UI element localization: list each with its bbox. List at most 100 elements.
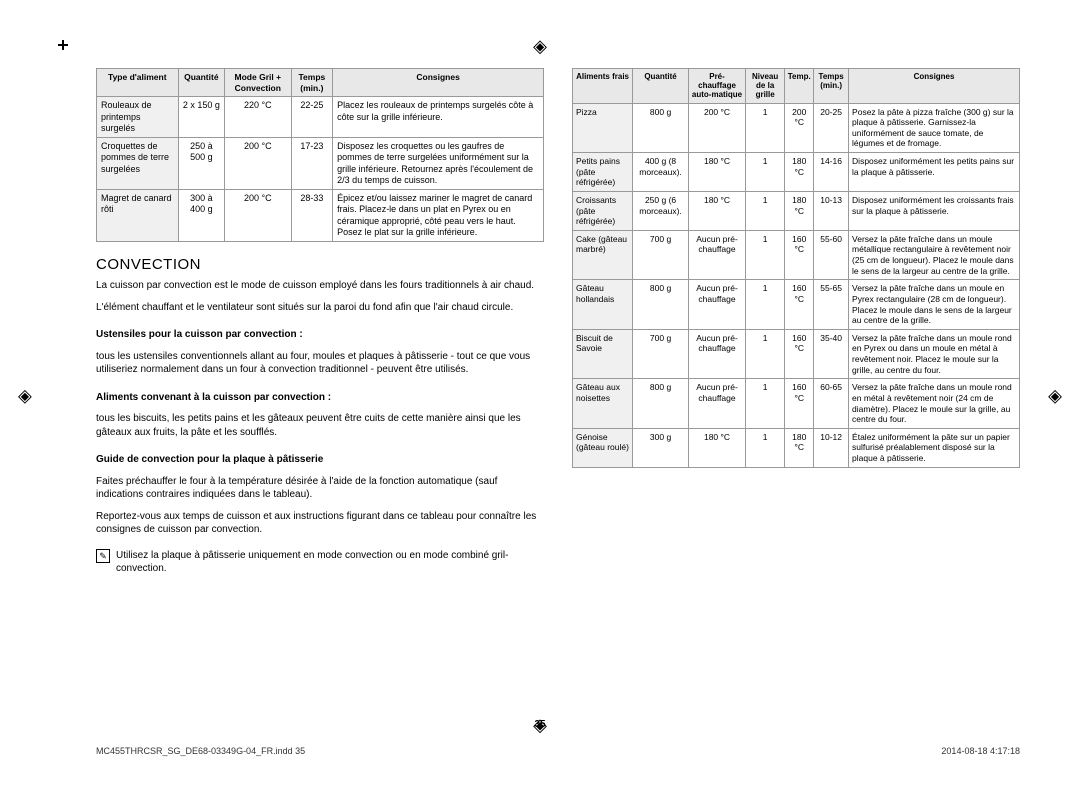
col-header: Temps (min.)	[291, 69, 333, 97]
table-cell: 300 g	[633, 428, 689, 467]
col-header: Pré-chauffage auto-matique	[689, 69, 746, 104]
subhead-guide: Guide de convection pour la plaque à pât…	[96, 453, 544, 467]
table-cell: Disposez les croquettes ou les gaufres d…	[333, 138, 544, 190]
table-convection-fresh: Aliments fraisQuantitéPré-chauffage auto…	[572, 68, 1020, 468]
table-cell: 180 °C	[689, 153, 746, 192]
body-text: Faites préchauffer le four à la températ…	[96, 475, 544, 502]
table-cell: 1	[746, 379, 785, 429]
table-cell: 160 °C	[785, 379, 814, 429]
right-column: Aliments fraisQuantitéPré-chauffage auto…	[572, 68, 1020, 710]
col-header: Temp.	[785, 69, 814, 104]
table-cell: 1	[746, 280, 785, 330]
col-header: Mode Gril + Convection	[225, 69, 291, 97]
col-header: Niveau de la grille	[746, 69, 785, 104]
col-header: Aliments frais	[573, 69, 633, 104]
left-column: Type d'alimentQuantitéMode Gril + Convec…	[96, 68, 544, 710]
table-cell: 60-65	[814, 379, 849, 429]
table-cell: Placez les rouleaux de printemps surgelé…	[333, 97, 544, 138]
table-cell: 200 °C	[225, 138, 291, 190]
section-heading: CONVECTION	[96, 256, 544, 273]
col-header: Temps (min.)	[814, 69, 849, 104]
table-cell: 17-23	[291, 138, 333, 190]
table-cell: Gâteau hollandais	[573, 280, 633, 330]
table-cell: 22-25	[291, 97, 333, 138]
table-cell: 180 °C	[689, 191, 746, 230]
table-cell: 28-33	[291, 190, 333, 242]
table-row: Cake (gâteau marbré)700 gAucun pré-chauf…	[573, 230, 1020, 280]
table-cell: 1	[746, 191, 785, 230]
body-text: Reportez-vous aux temps de cuisson et au…	[96, 510, 544, 537]
table-row: Rouleaux de printemps surgelés2 x 150 g2…	[97, 97, 544, 138]
col-header: Type d'aliment	[97, 69, 179, 97]
table-cell: Épicez et/ou laissez mariner le magret d…	[333, 190, 544, 242]
note-icon: ✎	[96, 549, 110, 563]
table-cell: 180 °C	[785, 428, 814, 467]
table-cell: 35-40	[814, 329, 849, 379]
note-row: ✎ Utilisez la plaque à pâtisserie unique…	[96, 549, 544, 576]
table-cell: 10-12	[814, 428, 849, 467]
table-cell: 20-25	[814, 103, 849, 153]
table-cell: Croquettes de pommes de terre surgelées	[97, 138, 179, 190]
table-cell: Petits pains (pâte réfrigérée)	[573, 153, 633, 192]
table-cell: Cake (gâteau marbré)	[573, 230, 633, 280]
note-text: Utilisez la plaque à pâtisserie uniqueme…	[116, 549, 544, 576]
table-cell: Gâteau aux noisettes	[573, 379, 633, 429]
table-cell: Aucun pré-chauffage	[689, 329, 746, 379]
page-content: Type d'aliment Quantité Mode Gril + Convec…	[96, 68, 1020, 710]
table-cell: 160 °C	[785, 280, 814, 330]
table-row: Gâteau hollandais800 gAucun pré-chauffag…	[573, 280, 1020, 330]
table-row: Croissants (pâte réfrigérée)250 g (6 mor…	[573, 191, 1020, 230]
body-text: La cuisson par convection est le mode de…	[96, 279, 544, 293]
table-cell: Versez la pâte fraîche dans un moule en …	[849, 280, 1020, 330]
table-cell: 55-60	[814, 230, 849, 280]
table-cell: 300 à 400 g	[178, 190, 224, 242]
footer-date: 2014-08-18 4:17:18	[941, 746, 1020, 756]
table-cell: Versez la pâte fraîche dans un moule mét…	[849, 230, 1020, 280]
col-header: Quantité	[633, 69, 689, 104]
table-row: Biscuit de Savoie700 gAucun pré-chauffag…	[573, 329, 1020, 379]
table-cell: 800 g	[633, 103, 689, 153]
col-header: Consignes	[333, 69, 544, 97]
body-text: tous les ustensiles conventionnels allan…	[96, 350, 544, 377]
table-cell: 55-65	[814, 280, 849, 330]
table-cell: Croissants (pâte réfrigérée)	[573, 191, 633, 230]
table-cell: 1	[746, 153, 785, 192]
table-cell: 250 à 500 g	[178, 138, 224, 190]
table-cell: 800 g	[633, 280, 689, 330]
table-cell: Versez la pâte fraîche dans un moule ron…	[849, 379, 1020, 429]
table-cell: Rouleaux de printemps surgelés	[97, 97, 179, 138]
table-cell: Versez la pâte fraîche dans un moule ron…	[849, 329, 1020, 379]
table-cell: Disposez uniformément les croissants fra…	[849, 191, 1020, 230]
table-cell: 1	[746, 230, 785, 280]
table-cell: Biscuit de Savoie	[573, 329, 633, 379]
table-row: Croquettes de pommes de terre surgelées2…	[97, 138, 544, 190]
body-text: L'élément chauffant et le ventilateur so…	[96, 301, 544, 315]
table-cell: Aucun pré-chauffage	[689, 379, 746, 429]
table-cell: 200 °C	[785, 103, 814, 153]
table-cell: Disposez uniformément les petits pains s…	[849, 153, 1020, 192]
subhead-aliments: Aliments convenant à la cuisson par conv…	[96, 391, 544, 405]
table-cell: 180 °C	[785, 153, 814, 192]
table-cell: Pizza	[573, 103, 633, 153]
table-row: Pizza800 g200 °C1200 °C20-25Posez la pât…	[573, 103, 1020, 153]
table-cell: 10-13	[814, 191, 849, 230]
table-cell: 1	[746, 329, 785, 379]
table-cell: Posez la pâte à pizza fraîche (300 g) su…	[849, 103, 1020, 153]
table-cell: 1	[746, 103, 785, 153]
table-cell: Magret de canard rôti	[97, 190, 179, 242]
table-cell: 250 g (6 morceaux).	[633, 191, 689, 230]
table-cell: 1	[746, 428, 785, 467]
table-cell: 800 g	[633, 379, 689, 429]
page-number: 35	[534, 719, 545, 730]
table-cell: Aucun pré-chauffage	[689, 280, 746, 330]
table-cell: 220 °C	[225, 97, 291, 138]
table-row: Petits pains (pâte réfrigérée)400 g (8 m…	[573, 153, 1020, 192]
table-cell: 2 x 150 g	[178, 97, 224, 138]
col-header: Consignes	[849, 69, 1020, 104]
table-cell: Aucun pré-chauffage	[689, 230, 746, 280]
reg-mark-left: ◈	[18, 386, 32, 407]
body-text: tous les biscuits, les petits pains et l…	[96, 412, 544, 439]
table-cell: Étalez uniformément la pâte sur un papie…	[849, 428, 1020, 467]
table-cell: 200 °C	[225, 190, 291, 242]
reg-mark-top: ◈	[533, 36, 547, 57]
